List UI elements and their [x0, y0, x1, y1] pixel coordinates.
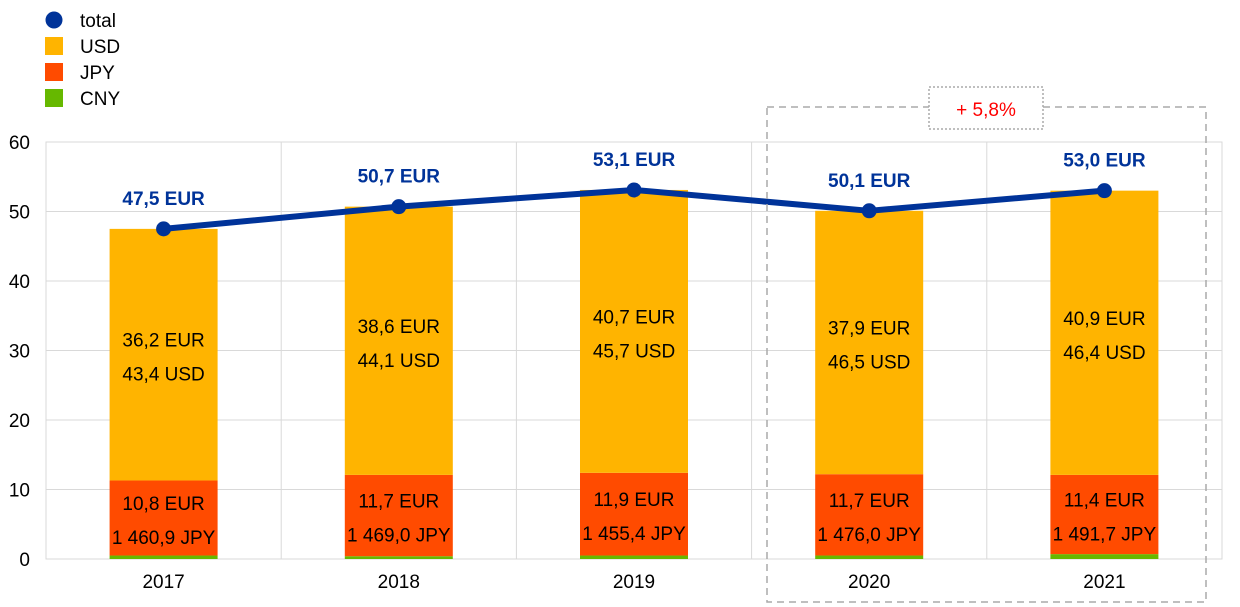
- y-tick-label: 40: [9, 272, 30, 293]
- total-label: 50,7 EUR: [358, 167, 441, 188]
- bar-usd: [109, 228, 218, 481]
- x-tick-label: 2017: [142, 572, 184, 593]
- bar-label-local: 45,7 USD: [593, 341, 675, 362]
- bar-label-local: 1 455,4 JPY: [582, 524, 686, 545]
- bar-cny: [1050, 554, 1159, 559]
- bar-label-eur: 11,9 EUR: [594, 490, 675, 511]
- bar-label-eur: 11,7 EUR: [358, 492, 439, 513]
- total-point: [861, 203, 877, 219]
- bar-label-local: 46,4 USD: [1063, 343, 1145, 364]
- bar-label-eur: 40,9 EUR: [1063, 309, 1145, 330]
- bar-usd: [1050, 190, 1159, 475]
- annotation-box: [928, 86, 1044, 130]
- bar-label-eur: 10,8 EUR: [122, 494, 204, 515]
- legend-label: total: [80, 11, 116, 32]
- y-tick-label: 0: [19, 550, 30, 571]
- bar-label-local: 1 469,0 JPY: [347, 526, 451, 547]
- bar-jpy: [1050, 474, 1159, 555]
- total-point: [626, 182, 642, 198]
- bar-jpy: [580, 472, 688, 556]
- y-tick-label: 60: [9, 133, 30, 154]
- bar-cny: [109, 555, 218, 559]
- bar-label-local: 1 460,9 JPY: [112, 528, 216, 549]
- bar-cny: [344, 556, 453, 559]
- annotation-label: + 5,8%: [956, 100, 1016, 121]
- y-tick-label: 30: [9, 342, 30, 363]
- bar-jpy: [109, 480, 218, 556]
- bar-jpy: [815, 474, 924, 556]
- legend-marker-total: [45, 11, 63, 29]
- bar-usd: [580, 189, 688, 473]
- bar-jpy: [344, 474, 453, 557]
- bar-label-local: 46,5 USD: [828, 353, 910, 374]
- total-label: 53,1 EUR: [593, 150, 676, 171]
- legend-marker-usd: [45, 37, 63, 55]
- y-tick-label: 50: [9, 203, 30, 224]
- legend-label: JPY: [80, 63, 115, 84]
- bar-cny: [580, 555, 688, 559]
- total-label: 53,0 EUR: [1063, 151, 1146, 172]
- bar-label-local: 1 476,0 JPY: [817, 525, 921, 546]
- total-point: [156, 221, 172, 237]
- bar-usd: [344, 206, 453, 475]
- bar-label-eur: 36,2 EUR: [122, 331, 204, 352]
- total-label: 50,1 EUR: [828, 171, 911, 192]
- legend-marker-jpy: [45, 63, 63, 81]
- legend-marker-cny: [45, 89, 63, 107]
- bar-usd: [815, 210, 924, 475]
- bar-label-local: 1 491,7 JPY: [1053, 525, 1157, 546]
- total-point: [391, 199, 407, 215]
- legend-label: CNY: [80, 89, 120, 110]
- x-tick-label: 2019: [613, 572, 655, 593]
- x-tick-label: 2021: [1083, 572, 1125, 593]
- y-tick-label: 10: [9, 481, 30, 502]
- bar-label-eur: 11,4 EUR: [1064, 491, 1145, 512]
- bar-label-eur: 38,6 EUR: [358, 317, 440, 338]
- bar-label-eur: 40,7 EUR: [593, 307, 675, 328]
- x-tick-label: 2020: [848, 572, 890, 593]
- total-label: 47,5 EUR: [122, 189, 205, 210]
- total-point: [1096, 183, 1112, 199]
- x-tick-label: 2018: [378, 572, 420, 593]
- bar-cny: [815, 555, 924, 559]
- bar-label-eur: 11,7 EUR: [829, 491, 910, 512]
- bar-label-eur: 37,9 EUR: [828, 319, 910, 340]
- bar-label-local: 44,1 USD: [358, 351, 440, 372]
- bar-label-local: 43,4 USD: [122, 365, 204, 386]
- legend-label: USD: [80, 37, 120, 58]
- y-tick-label: 20: [9, 411, 30, 432]
